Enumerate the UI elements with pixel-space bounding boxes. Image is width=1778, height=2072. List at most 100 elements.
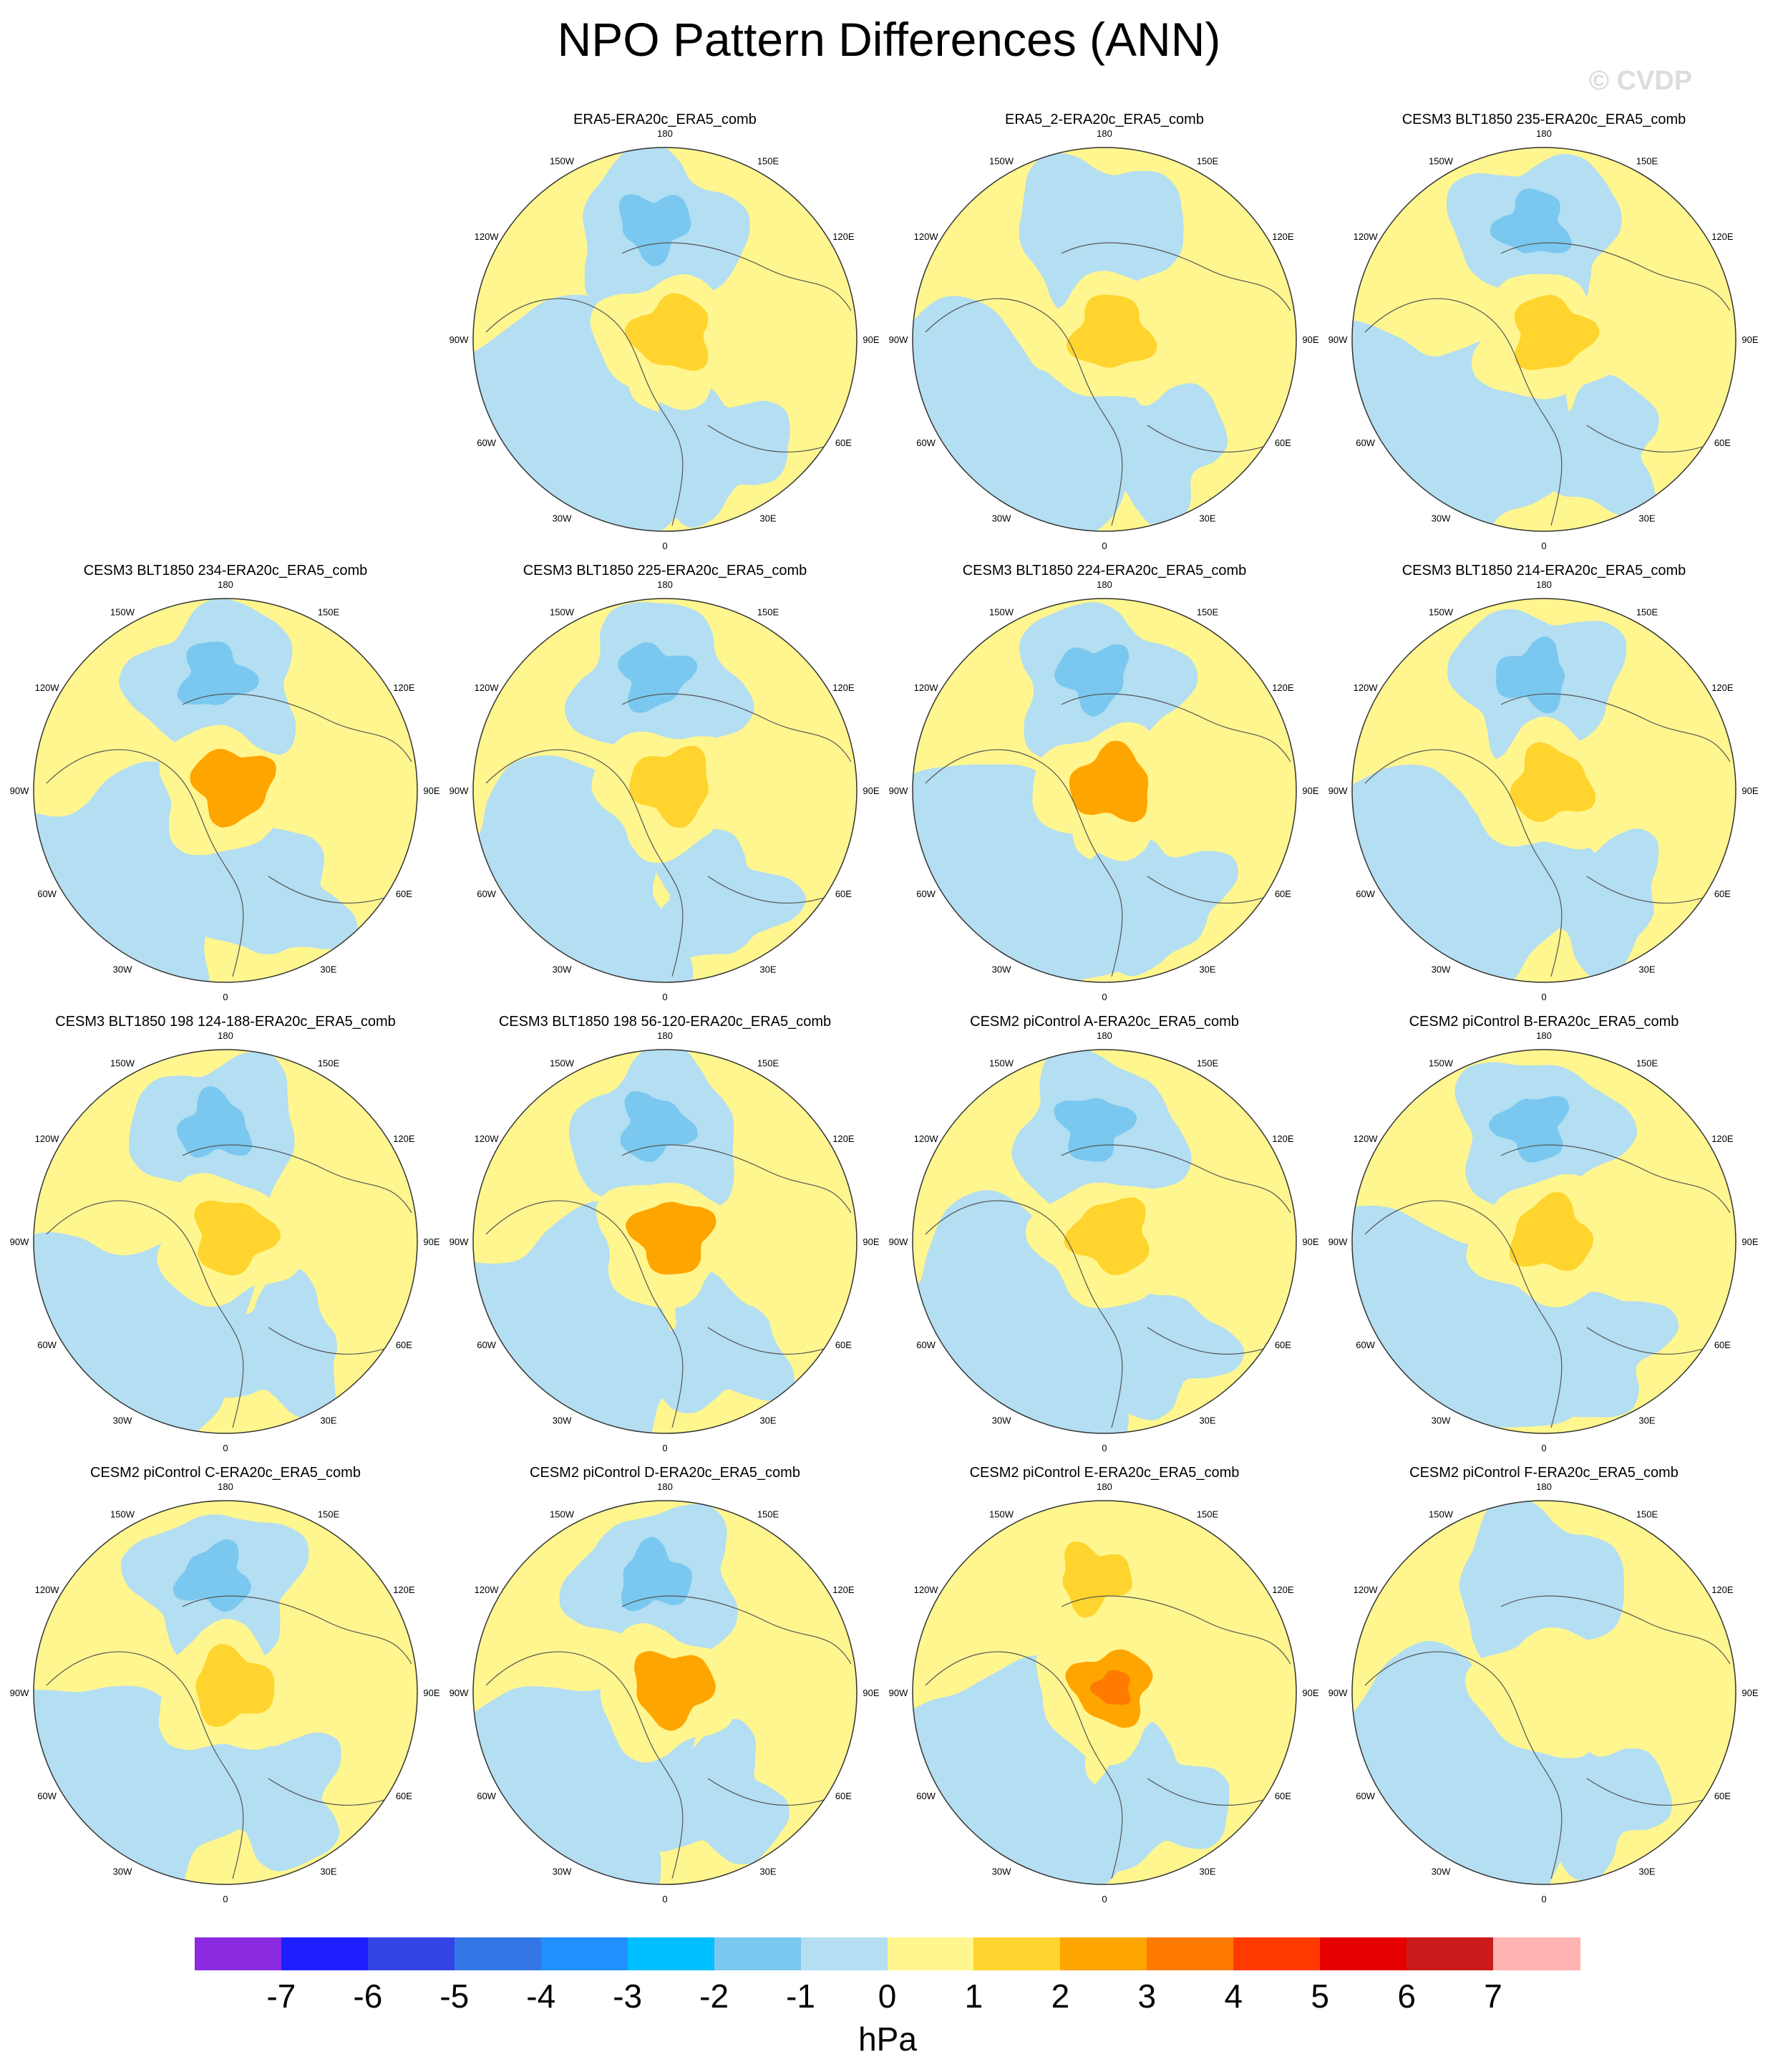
longitude-label: 60E (1714, 1340, 1731, 1350)
longitude-label: 30E (1199, 964, 1215, 974)
field-arctic-max (651, 1220, 691, 1257)
colorbar-tick: 0 (878, 1977, 897, 2015)
longitude-label: 150W (989, 156, 1014, 167)
longitude-label: 120E (393, 1584, 415, 1595)
map-border (912, 598, 1297, 983)
longitude-label: 90W (889, 1688, 908, 1698)
longitude-label: 30E (1199, 513, 1215, 523)
field-pacific-core (1490, 188, 1572, 253)
longitude-label: 30W (1432, 513, 1451, 523)
panel-title: ERA5_2-ERA20c_ERA5_comb (1005, 112, 1204, 127)
map-border (472, 1049, 858, 1434)
longitude-label: 30E (1638, 513, 1655, 523)
panel-title: CESM2 piControl E-ERA20c_ERA5_comb (969, 1465, 1240, 1481)
longitude-label: 60W (37, 889, 57, 899)
field-arctic-core (194, 1200, 281, 1276)
longitude-label: 0 (223, 1443, 228, 1453)
longitude-label: 150W (989, 607, 1014, 618)
longitude-label: 60W (477, 437, 496, 448)
map-panel: ERA5_2-ERA20c_ERA5_comb 180 150E 120E 90E 60E… (885, 107, 1324, 558)
longitude-label: 60E (1714, 1791, 1731, 1801)
field-atlantic-anomaly (34, 1232, 256, 1433)
longitude-label: 60W (916, 1791, 936, 1801)
longitude-label: 150E (1197, 607, 1219, 618)
longitude-label: 90W (450, 334, 469, 345)
longitude-label: 150E (757, 607, 779, 618)
field-europe-anomaly (1510, 1292, 1679, 1418)
field-pacific-core (1494, 1546, 1572, 1618)
longitude-label: 180 (1536, 128, 1552, 139)
field-pacific-core (618, 194, 691, 266)
longitude-label: 60W (1356, 437, 1375, 448)
longitude-label: 60E (1714, 437, 1731, 448)
field-pacific-core (176, 1086, 253, 1158)
field-pacific-core (177, 642, 259, 705)
longitude-label: 0 (1102, 992, 1107, 1002)
colorbar-tick: 6 (1397, 1977, 1416, 2015)
longitude-label: 30E (759, 1866, 776, 1877)
longitude-label: 150E (757, 1509, 779, 1520)
longitude-label: 60W (37, 1791, 57, 1801)
longitude-label: 60W (916, 437, 936, 448)
longitude-label: 150E (1636, 607, 1658, 618)
longitude-label: 150E (1636, 1509, 1658, 1520)
longitude-label: 60W (1356, 889, 1375, 899)
map-panel: CESM2 piControl F-ERA20c_ERA5_comb 180 150… (1324, 1461, 1764, 1912)
longitude-label: 30W (1432, 1866, 1451, 1877)
polar-map: 180 150E 120E 90E 60E 30E 0 30W 60W 90W 120W 150W (450, 579, 880, 1002)
field-europe-anomaly (190, 826, 358, 954)
longitude-label: 90E (423, 1236, 439, 1247)
longitude-label: 30W (113, 1866, 132, 1877)
polar-map: 180 150E 120E 90E 60E 30E 0 30W 60W 90W 120W 150W (1328, 128, 1759, 551)
longitude-label: 120W (914, 1584, 939, 1595)
figure-title: NPO Pattern Differences (ANN) (557, 13, 1221, 66)
longitude-label: 180 (1097, 1481, 1112, 1492)
colorbar-tick: 2 (1051, 1977, 1070, 2015)
longitude-label: 60E (835, 1791, 852, 1801)
map-border (472, 147, 858, 532)
longitude-label: 0 (662, 1894, 667, 1904)
longitude-label: 120W (1354, 682, 1379, 693)
longitude-label: 120E (832, 682, 855, 693)
longitude-label: 120W (35, 682, 60, 693)
longitude-label: 150E (1636, 156, 1658, 167)
map-border (1351, 1500, 1736, 1885)
longitude-label: 0 (1541, 541, 1546, 551)
longitude-label: 0 (1102, 1894, 1107, 1904)
map-border (1351, 1049, 1736, 1434)
colorbar-segment (367, 1937, 455, 1970)
polar-map: 180 150E 120E 90E 60E 30E 0 30W 60W 90W 120W 150W (889, 1030, 1319, 1453)
polar-map: 180 150E 120E 90E 60E 30E 0 30W 60W 90W 120W 150W (889, 128, 1319, 551)
longitude-label: 180 (218, 1481, 233, 1492)
colorbar-tick: -6 (353, 1977, 383, 2015)
map-panel: CESM2 piControl B-ERA20c_ERA5_comb 180 150… (1324, 1010, 1764, 1461)
colorbar-tick: 3 (1137, 1977, 1157, 2015)
map-border (1351, 598, 1736, 983)
colorbar-segment (281, 1937, 369, 1970)
longitude-label: 90E (863, 334, 879, 345)
longitude-label: 30W (1432, 1415, 1451, 1425)
longitude-label: 120E (1272, 1133, 1294, 1144)
map-panel: CESM3 BLT1850 198 124-188-ERA20c_ERA5_co… (6, 1010, 445, 1461)
longitude-label: 120E (1711, 1133, 1734, 1144)
field-europe-anomaly (645, 828, 806, 961)
field-atlantic-anomaly (473, 755, 694, 982)
colorbar-segment (1147, 1937, 1234, 1970)
polar-map: 180 150E 120E 90E 60E 30E 0 30W 60W 90W 120W 150W (889, 1481, 1319, 1904)
longitude-label: 90W (1328, 1688, 1348, 1698)
longitude-label: 30W (992, 513, 1011, 523)
longitude-label: 90W (450, 1688, 469, 1698)
longitude-label: 180 (1536, 1481, 1552, 1492)
longitude-label: 180 (657, 1030, 673, 1041)
longitude-label: 150W (1429, 607, 1454, 618)
polar-map: 180 150E 120E 90E 60E 30E 0 30W 60W 90W 120W 150W (450, 128, 880, 551)
field-pacific-core (620, 1091, 698, 1162)
colorbar-segment (714, 1937, 802, 1970)
polar-map: 180 150E 120E 90E 60E 30E 0 30W 60W 90W 120W 150W (10, 579, 440, 1002)
field-arctic-core (1510, 742, 1596, 823)
longitude-label: 150W (550, 1509, 575, 1520)
longitude-label: 120E (1711, 1584, 1734, 1595)
panel-title: CESM2 piControl F-ERA20c_ERA5_comb (1409, 1465, 1679, 1481)
map-panel: CESM2 piControl E-ERA20c_ERA5_comb 180 150… (885, 1461, 1324, 1912)
longitude-label: 60E (1275, 889, 1291, 899)
